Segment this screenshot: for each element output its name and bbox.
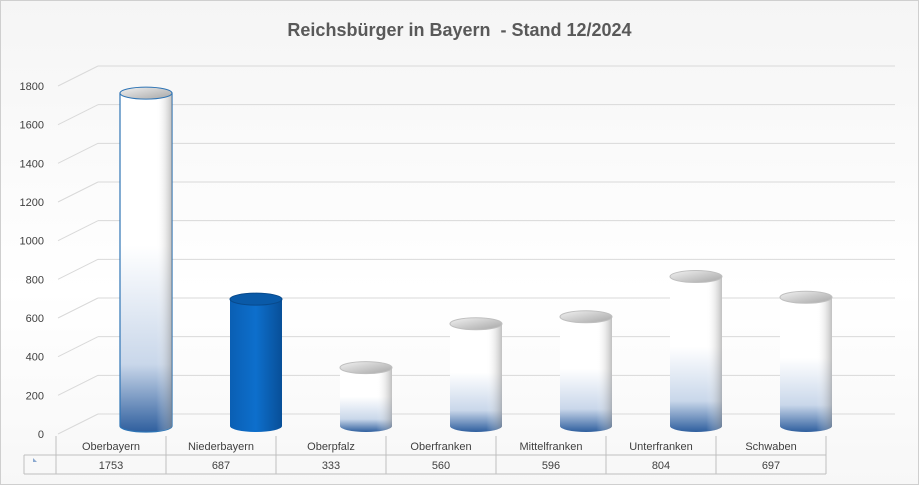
y-tick-label: 1000	[20, 236, 44, 248]
gridline-diagonal	[57, 413, 99, 435]
bar-shading	[450, 323, 502, 432]
category-label: Oberbayern	[82, 441, 140, 453]
bar-top	[449, 317, 503, 331]
category-label: Oberpfalz	[307, 441, 355, 453]
bar-top	[779, 290, 833, 304]
value-label: 687	[212, 460, 230, 472]
category-label: Schwaben	[745, 441, 796, 453]
bar-top	[669, 270, 723, 284]
bar	[669, 270, 723, 432]
gridline-diagonal	[57, 258, 99, 280]
chart-title: Reichsbürger in Bayern - Stand 12/2024	[287, 20, 632, 40]
bar	[229, 292, 283, 432]
category-label: Unterfranken	[629, 441, 693, 453]
gridline-diagonal	[57, 220, 99, 242]
y-tick-label: 1400	[20, 158, 44, 170]
y-tick-label: 800	[26, 274, 44, 286]
bar-top	[229, 292, 283, 306]
bar-shading	[560, 316, 612, 432]
category-label: Oberfranken	[410, 441, 471, 453]
gridline-diagonal	[57, 104, 99, 126]
y-tick-label: 200	[26, 390, 44, 402]
bar-shading	[340, 367, 392, 432]
bar	[119, 86, 173, 433]
value-label: 560	[432, 460, 450, 472]
gridline-diagonal	[57, 142, 99, 164]
bar	[559, 310, 613, 432]
bar	[449, 317, 503, 432]
bar-shading	[120, 93, 172, 432]
y-tick-label: 400	[26, 352, 44, 364]
y-tick-label: 1600	[20, 120, 44, 132]
gridline-diagonal	[57, 297, 99, 319]
gridline-diagonal	[57, 336, 99, 358]
gridline-diagonal	[57, 65, 99, 87]
bar-top	[339, 361, 393, 375]
y-tick-label: 1200	[20, 197, 44, 209]
value-label: 333	[322, 460, 340, 472]
bar-top	[119, 86, 173, 100]
gridline-diagonal	[57, 374, 99, 396]
legend-key-icon	[33, 458, 37, 462]
y-tick-label: 600	[26, 313, 44, 325]
bar-shading	[780, 297, 832, 432]
category-label: Niederbayern	[188, 441, 254, 453]
bar	[779, 290, 833, 432]
bar-shading	[670, 276, 722, 432]
y-tick-label: 1800	[20, 81, 44, 93]
value-label: 1753	[99, 460, 123, 472]
gridline-diagonal	[57, 181, 99, 203]
value-label: 596	[542, 460, 560, 472]
value-label: 804	[652, 460, 670, 472]
bar-top	[559, 310, 613, 324]
y-tick-label: 0	[38, 429, 44, 441]
value-label: 697	[762, 460, 780, 472]
category-label: Mittelfranken	[520, 441, 583, 453]
bar	[339, 361, 393, 432]
bar-body	[230, 299, 282, 432]
